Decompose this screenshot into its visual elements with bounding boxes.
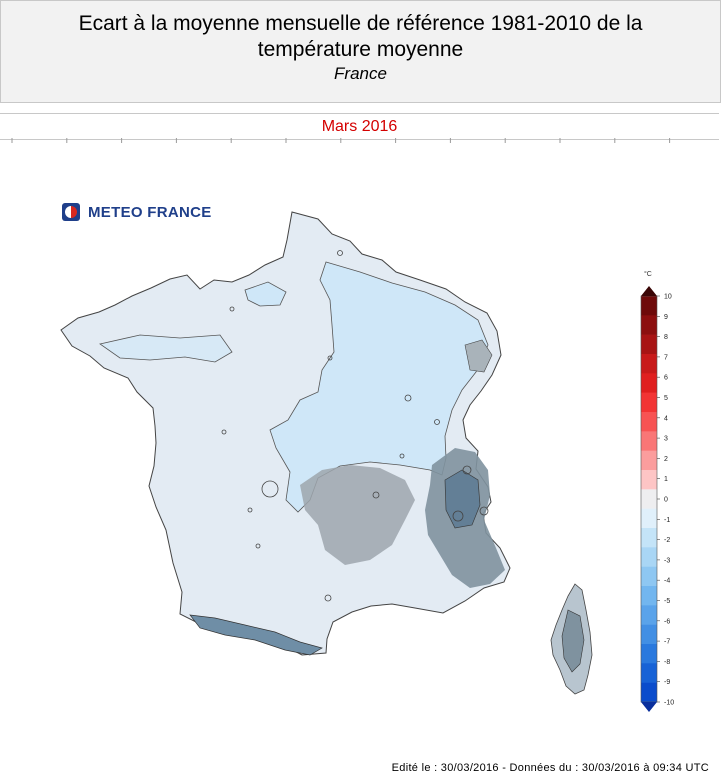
color-scale-tick-label: -5: [664, 598, 670, 605]
color-scale-tick-label: 8: [664, 334, 668, 341]
massif-central-relief: [300, 465, 415, 565]
color-scale-swatch: [641, 528, 657, 548]
color-scale-bottom-arrow: [641, 702, 657, 712]
color-scale-tick-label: -2: [664, 537, 670, 544]
edition-footer: Edité le : 30/03/2016 - Données du : 30/…: [391, 762, 709, 774]
color-scale-tick-label: 7: [664, 354, 668, 361]
color-scale-top-arrow: [641, 286, 657, 296]
corsica-relief: [561, 609, 585, 673]
region-subtitle: France: [334, 64, 387, 83]
color-scale-swatch: [641, 296, 657, 316]
color-scale-swatch: [641, 682, 657, 703]
title-line-2: température moyenne: [257, 38, 464, 61]
color-scale-tick-label: 1: [664, 476, 668, 483]
color-scale-tick-label: 2: [664, 456, 668, 463]
color-scale-swatch: [641, 334, 657, 355]
color-scale-swatch: [641, 508, 657, 529]
map-header: Ecart à la moyenne mensuelle de référenc…: [0, 0, 721, 103]
period-label: Mars 2016: [0, 113, 719, 140]
meteo-france-logo: METEO FRANCE: [62, 203, 212, 221]
color-scale-tick-label: -1: [664, 517, 670, 524]
color-scale-tick-label: 3: [664, 436, 668, 443]
color-scale-tick-label: -10: [664, 700, 674, 707]
color-scale-swatch: [641, 431, 657, 451]
contour-marks: [221, 250, 489, 602]
color-scale-swatch: [641, 586, 657, 606]
color-scale-tick-label: 6: [664, 375, 668, 382]
color-scale-unit: °C: [644, 270, 652, 278]
color-scale-swatch: [641, 547, 657, 567]
color-scale-tick-label: -6: [664, 618, 670, 625]
color-scale-swatch: [641, 605, 657, 625]
logo-text: METEO FRANCE: [88, 203, 212, 221]
color-scale-swatch: [641, 470, 657, 490]
color-scale-tick-label: 0: [664, 497, 668, 504]
color-scale-tick-label: 10: [664, 294, 672, 301]
meteo-france-logo-icon: [62, 203, 80, 221]
color-scale-swatch: [641, 663, 657, 683]
color-scale-swatch: [641, 354, 657, 374]
color-scale-swatch: [641, 412, 657, 432]
anomaly-zone-minus-1-brittany: [99, 334, 233, 363]
color-scale-swatch: [641, 392, 657, 413]
color-scale-swatch: [641, 624, 657, 645]
color-scale-tick-label: -3: [664, 557, 670, 564]
color-scale-swatch: [641, 450, 657, 471]
color-scale-swatch: [641, 489, 657, 509]
color-scale-swatch: [641, 644, 657, 664]
color-scale-tick-label: -7: [664, 639, 670, 646]
anomaly-zone-minus-1-north: [244, 281, 287, 307]
anomaly-zone-minus-1: [269, 261, 489, 513]
tick-row: [11, 138, 671, 143]
color-scale-swatch: [641, 373, 657, 393]
color-scale-tick-label: 4: [664, 415, 668, 422]
color-scale-swatch: [641, 566, 657, 587]
color-scale-swatch: [641, 315, 657, 335]
color-scale-tick-label: -4: [664, 578, 670, 585]
color-scale-tick-label: 5: [664, 395, 668, 402]
color-scale-tick-label: -9: [664, 679, 670, 686]
title-line-1: Ecart à la moyenne mensuelle de référenc…: [78, 12, 643, 35]
france-anomaly-map: [60, 211, 593, 695]
color-scale-tick-label: 9: [664, 314, 668, 321]
map-title: Ecart à la moyenne mensuelle de référenc…: [1, 11, 720, 63]
vosges-relief: [464, 339, 493, 373]
color-scale-tick-label: -8: [664, 659, 670, 666]
pyrenees-relief: [189, 614, 323, 656]
